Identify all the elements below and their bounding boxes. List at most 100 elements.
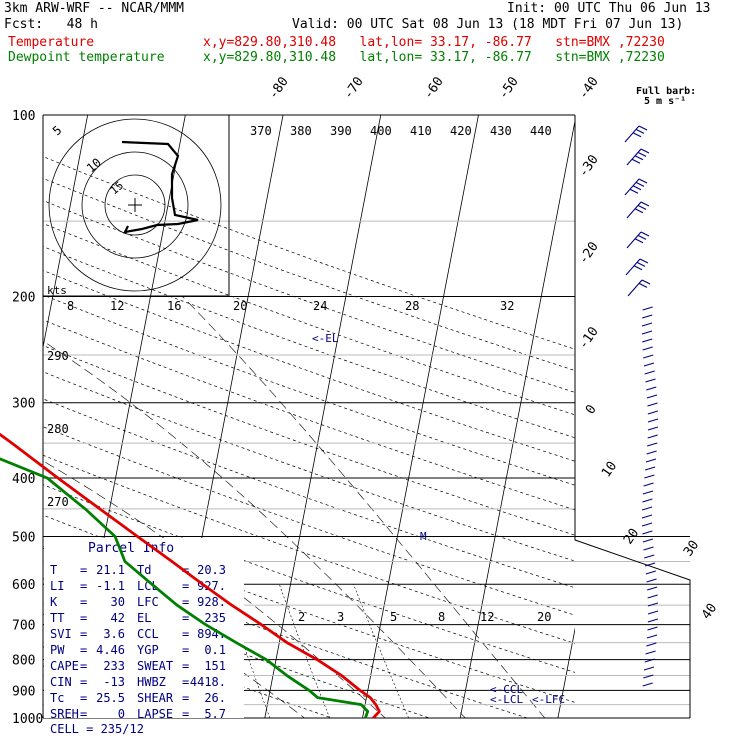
mixing-ratio-line <box>353 584 409 718</box>
wind-barb <box>641 522 653 527</box>
hodograph-ring <box>81 151 189 259</box>
hodo-ring-label: 5 <box>50 123 65 138</box>
wind-barb <box>647 586 658 591</box>
wind-barb-flag <box>633 265 643 271</box>
pressure-tick-label: 600 <box>12 578 35 593</box>
wind-barb-flag <box>631 158 641 164</box>
pressure-tick-label: 800 <box>12 654 35 669</box>
wind-barb <box>642 346 653 351</box>
barb-column-frame <box>574 115 691 718</box>
wind-barb <box>626 148 642 166</box>
wind-barb <box>642 538 654 543</box>
parcel-row-eq: = <box>182 627 189 641</box>
theta-e-label: 380 <box>290 124 312 138</box>
temperature-tick-label: -80 <box>266 74 292 102</box>
parcel-row-label: SHEAR <box>137 691 174 705</box>
mixing-ratio-label: 5 <box>390 610 397 624</box>
wind-barb <box>642 682 653 687</box>
wind-barb <box>643 666 655 671</box>
dry-adiabat <box>43 294 575 486</box>
parcel-row-value: 30 <box>111 595 125 609</box>
pressure-tick-label: 300 <box>12 397 35 412</box>
wind-barb <box>644 474 655 479</box>
wind-barb <box>626 201 642 219</box>
wind-barb <box>647 594 658 599</box>
wind-barb-flag <box>629 188 639 194</box>
isotherm-line <box>557 626 575 718</box>
wind-barb <box>647 418 659 423</box>
wind-barb <box>641 330 653 335</box>
parcel-row-value: 927. <box>197 579 226 593</box>
wind-barb-column <box>624 125 659 687</box>
wind-barb <box>646 578 657 583</box>
parcel-row-eq: = <box>80 675 87 689</box>
dewpoint-trace <box>0 457 370 719</box>
isotherm-line <box>264 115 382 718</box>
parcel-row-label: CCL <box>137 627 159 641</box>
wind-barb <box>642 490 654 495</box>
el-annotation: <-EL <box>312 332 339 345</box>
wind-barb <box>647 410 658 415</box>
wind-barb <box>645 650 656 655</box>
theta-label: 280 <box>47 422 69 436</box>
dry-adiabat <box>43 578 431 718</box>
parcel-row-eq: = <box>80 643 87 657</box>
pressure-tick-label: 700 <box>12 619 35 634</box>
parcel-row-eq: = <box>182 595 189 609</box>
parcel-row-value: 894. <box>197 627 226 641</box>
wind-barb-flag <box>632 132 642 138</box>
parcel-row-eq: = <box>182 659 189 673</box>
moist-adiabat <box>43 340 466 718</box>
wind-barb-flag <box>635 128 645 134</box>
parcel-row-eq: = <box>182 691 189 705</box>
wind-barb <box>641 514 653 519</box>
parcel-row-label: LFC <box>137 595 159 609</box>
wind-barb <box>646 394 658 399</box>
theta-e-label: 430 <box>490 124 512 138</box>
wind-barb <box>645 378 656 383</box>
hodograph-trace <box>121 140 199 234</box>
mixing-ratio-label: 2 <box>298 610 305 624</box>
hodo-speed-label: 32 <box>500 299 514 313</box>
wind-barb-flag <box>637 234 647 240</box>
temperature-tick-label: 30 <box>681 538 702 559</box>
parcel-row-value: -1.1 <box>96 579 125 593</box>
theta-e-label: 370 <box>250 124 272 138</box>
wind-barb <box>642 306 653 311</box>
parcel-row-label: CIN <box>50 675 72 689</box>
wind-barb-flag <box>638 282 648 288</box>
hodograph-ring <box>48 118 222 292</box>
mixing-ratio-label: 8 <box>438 610 445 624</box>
parcel-row-value: 0.1 <box>204 643 226 657</box>
wind-barb <box>647 626 658 631</box>
wind-barb <box>647 602 659 607</box>
barb-legend-title: Full barb: <box>636 86 696 97</box>
dry-adiabat <box>43 319 575 511</box>
isotherm-line <box>653 87 740 730</box>
hodo-ring-label: 15 <box>108 179 127 197</box>
wind-barb <box>646 642 657 647</box>
moist-adiabat <box>43 547 305 718</box>
wind-barb <box>642 530 653 535</box>
parcel-row-value: 0 <box>118 707 125 721</box>
parcel-row-value: 928. <box>197 595 226 609</box>
m-annotation: M <box>420 530 427 543</box>
isotherm-line <box>43 115 89 350</box>
wind-barb <box>644 466 656 471</box>
parcel-row-value: 4.46 <box>96 643 125 657</box>
hodograph-ring <box>104 174 166 236</box>
wind-barb <box>624 178 640 196</box>
dry-adiabat <box>43 426 575 616</box>
wind-barb-flag <box>639 258 649 264</box>
parcel-info-title: Parcel Info <box>88 541 174 556</box>
wind-barb <box>624 125 640 143</box>
mixing-ratio-label: 20 <box>537 610 551 624</box>
wind-barb-flag <box>637 204 647 210</box>
wind-barb <box>643 362 655 367</box>
temperature-trace <box>0 432 381 719</box>
wind-barb-flag <box>640 148 650 154</box>
pressure-tick-label: 500 <box>12 530 35 545</box>
wind-barb-flag <box>636 261 646 267</box>
parcel-row-eq: = <box>182 579 189 593</box>
